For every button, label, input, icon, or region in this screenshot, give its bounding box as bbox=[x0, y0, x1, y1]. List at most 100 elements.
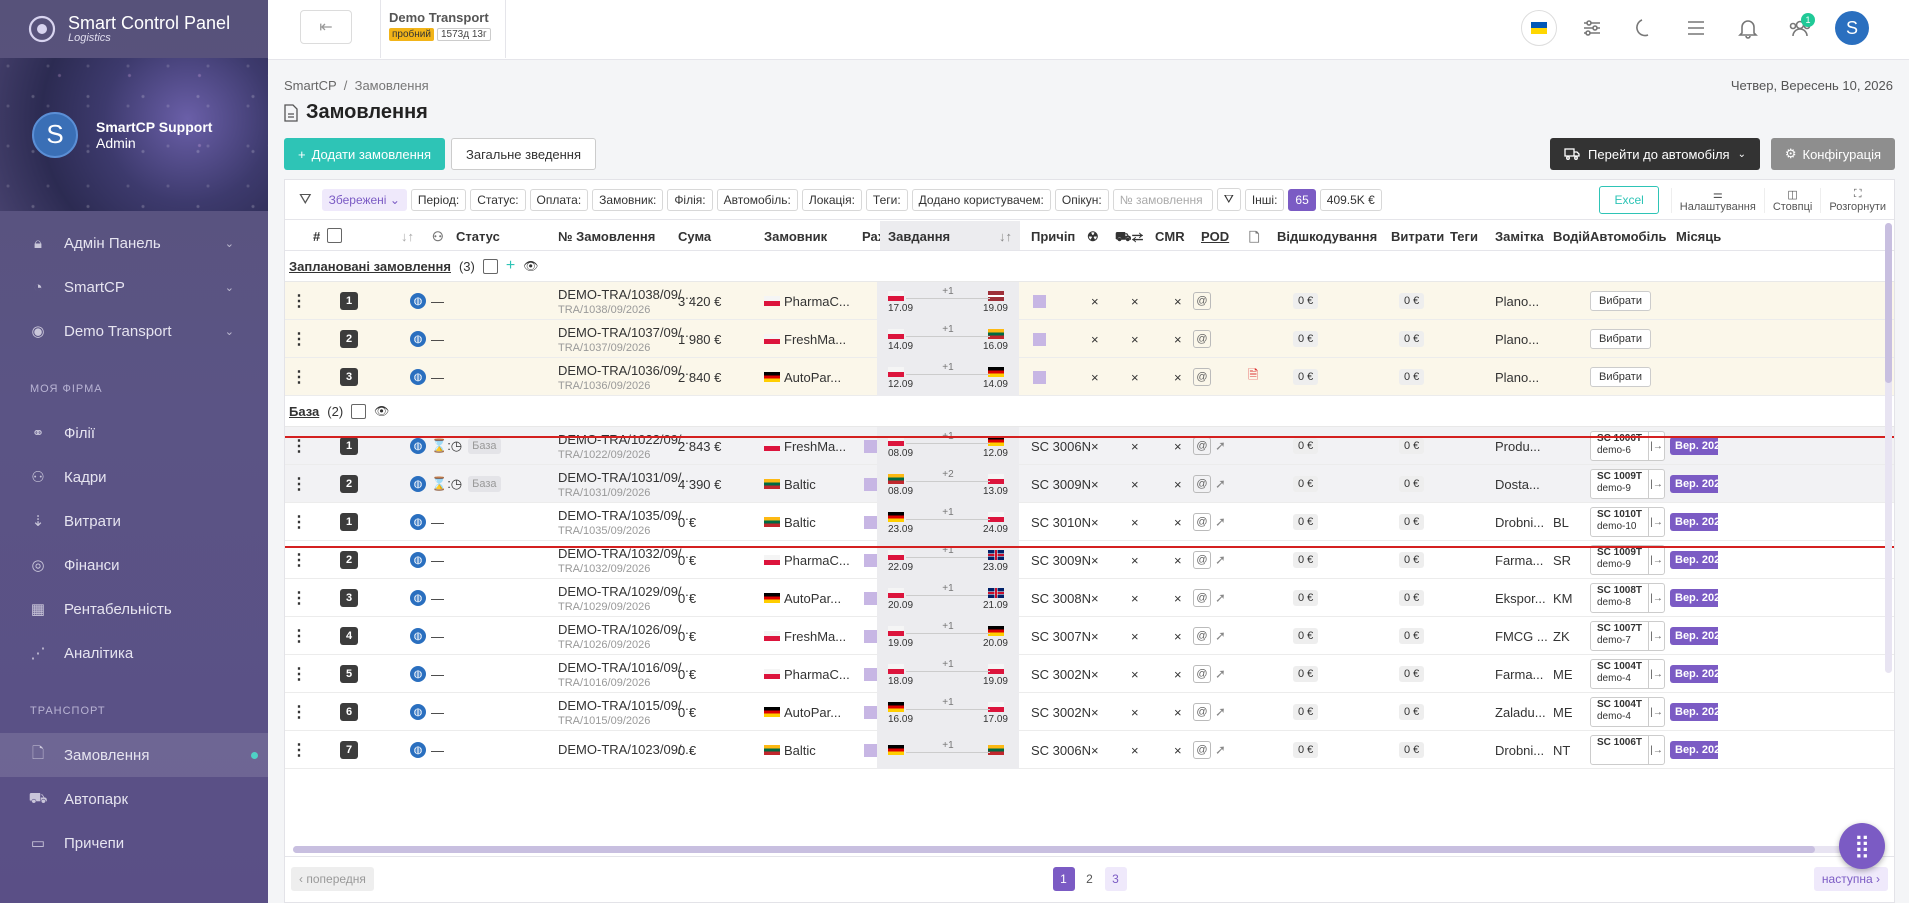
table-row[interactable]: ⋮ 2 ◍ ⌛:◷ База DEMO-TRA/1031/09/... TRA/1031/0… bbox=[285, 465, 1894, 503]
assign-icon[interactable]: |→ bbox=[1648, 432, 1664, 460]
note[interactable]: Zaladu... bbox=[1495, 693, 1546, 731]
table-row[interactable]: ⋮ 7 ◍ — DEMO-TRA/1023/09/... 0 € Baltic +1 SC 30… bbox=[285, 731, 1894, 769]
vehicle-selector[interactable]: SC 1004T demo-4 |→ bbox=[1590, 697, 1666, 727]
col-cmr[interactable]: CMR bbox=[1155, 229, 1185, 244]
at-icon[interactable]: @ bbox=[1193, 703, 1211, 721]
order-number[interactable]: DEMO-TRA/1032/09/... TRA/1032/09/2026 bbox=[558, 541, 692, 579]
invoice-marker[interactable] bbox=[864, 655, 877, 693]
order-number[interactable]: DEMO-TRA/1031/09/... TRA/1031/09/2026 bbox=[558, 465, 692, 503]
at-icon[interactable]: @ bbox=[1193, 475, 1211, 493]
driver[interactable]: KM bbox=[1553, 579, 1573, 617]
customer[interactable]: AutoPar... bbox=[764, 358, 841, 396]
sidebar-item-5[interactable]: ⋰ Аналітика bbox=[0, 631, 268, 675]
filter-chip[interactable]: Додано користувачем: bbox=[911, 188, 1051, 211]
invoice-marker[interactable] bbox=[864, 579, 877, 617]
task-route[interactable]: +1 19.09 20.09 bbox=[877, 617, 1019, 655]
note[interactable]: Produ... bbox=[1495, 427, 1541, 465]
order-number-main[interactable]: DEMO-TRA/1023/09/... bbox=[558, 741, 693, 757]
table-row[interactable]: ⋮ 1 ◍ ⌛:◷ База DEMO-TRA/1022/09/... TRA/1022/0… bbox=[285, 427, 1894, 465]
filter-chip[interactable]: Опікун: bbox=[1054, 188, 1109, 211]
sidebar-item-1[interactable]: ◔ SmartCP ⌄ bbox=[0, 265, 268, 309]
vehicle[interactable]: SC 1006T |→ bbox=[1590, 731, 1666, 769]
row-menu-button[interactable]: ⋮ bbox=[291, 742, 307, 759]
driver[interactable]: BL bbox=[1553, 503, 1569, 541]
pod-cell[interactable]: @ bbox=[1193, 282, 1211, 320]
invoice-marker[interactable] bbox=[864, 503, 877, 541]
sidebar-item-2[interactable]: ⇣ Витрати bbox=[0, 499, 268, 543]
sidebar-header[interactable]: Smart Control Panel Logistics bbox=[0, 0, 268, 58]
prev-page-button[interactable]: ‹ попередня bbox=[291, 867, 374, 891]
vehicle-selector[interactable]: SC 1009T demo-9 |→ bbox=[1590, 545, 1666, 575]
assign-icon[interactable]: |→ bbox=[1648, 736, 1664, 764]
sidebar-item-2[interactable]: ◉ Demo Transport ⌄ bbox=[0, 309, 268, 353]
group-header-planned[interactable]: Заплановані замовлення (3) + 👁︎ bbox=[285, 251, 1894, 282]
vehicle[interactable]: SC 1004T demo-4 |→ bbox=[1590, 693, 1666, 731]
saved-filters-dropdown[interactable]: Збережені ⌄ bbox=[321, 188, 407, 211]
row-menu-button[interactable]: ⋮ bbox=[291, 369, 307, 386]
invoice-marker[interactable] bbox=[864, 617, 877, 655]
language-switcher[interactable] bbox=[1521, 10, 1557, 46]
table-row[interactable]: ⋮ 1 ◍ — DEMO-TRA/1038/09/... TRA/1038/09/2026… bbox=[285, 282, 1894, 320]
filter-chip[interactable]: Замовник: bbox=[592, 188, 664, 211]
at-icon[interactable]: @ bbox=[1193, 551, 1211, 569]
pod-cell[interactable]: @ bbox=[1193, 320, 1211, 358]
page-2[interactable]: 2 bbox=[1086, 872, 1093, 886]
order-number[interactable]: DEMO-TRA/1023/09/... bbox=[558, 731, 692, 769]
col-pod[interactable]: POD bbox=[1201, 229, 1230, 244]
vehicle[interactable]: SC 1004T demo-4 |→ bbox=[1590, 655, 1666, 693]
trailer[interactable]: SC 3008N bbox=[1031, 579, 1091, 617]
eye-icon[interactable]: 👁︎ bbox=[374, 404, 390, 418]
order-number[interactable]: DEMO-TRA/1038/09/... TRA/1038/09/2026 bbox=[558, 282, 692, 320]
invoice-marker[interactable] bbox=[864, 427, 877, 465]
table-row[interactable]: ⋮ 4 ◍ — DEMO-TRA/1026/09/... TRA/1026/09/2026… bbox=[285, 617, 1894, 655]
globe-icon[interactable]: ◍ bbox=[410, 579, 426, 617]
horizontal-scrollbar[interactable] bbox=[293, 846, 1878, 853]
month-badge[interactable]: Вер. 2026 bbox=[1670, 627, 1718, 645]
col-tasks[interactable]: Завдання ↓↑ bbox=[880, 221, 1020, 250]
expand-button[interactable]: ⛶ Розгорнути bbox=[1820, 187, 1894, 213]
table-row[interactable]: ⋮ 1 ◍ — DEMO-TRA/1035/09/... TRA/1035/09/2026… bbox=[285, 503, 1894, 541]
trailer[interactable]: SC 3006N bbox=[1031, 731, 1091, 769]
order-number-main[interactable]: DEMO-TRA/1015/09/... bbox=[558, 697, 693, 713]
task-route[interactable]: +1 18.09 19.09 bbox=[877, 655, 1019, 693]
at-icon[interactable]: @ bbox=[1193, 330, 1211, 348]
choose-vehicle[interactable]: Вибрати bbox=[1590, 320, 1651, 358]
trailer[interactable]: SC 3010N bbox=[1031, 503, 1091, 541]
order-number-main[interactable]: DEMO-TRA/1026/09/... bbox=[558, 621, 693, 637]
note[interactable]: Drobni... bbox=[1495, 731, 1544, 769]
vehicle[interactable]: SC 1007T demo-7 |→ bbox=[1590, 617, 1666, 655]
sidebar-item-2[interactable]: ▭ Причепи bbox=[0, 821, 268, 865]
filter-apply-button[interactable]: ⛛ bbox=[1216, 188, 1241, 211]
choose-vehicle[interactable]: Вибрати bbox=[1590, 282, 1651, 320]
note[interactable]: Farma... bbox=[1495, 541, 1543, 579]
send-icon[interactable]: ➚ bbox=[1215, 438, 1226, 453]
order-number[interactable]: DEMO-TRA/1037/09/... TRA/1037/09/2026 bbox=[558, 320, 692, 358]
pdf-file[interactable]: 🗎 bbox=[1248, 358, 1258, 396]
task-route[interactable]: +1 08.09 12.09 bbox=[877, 427, 1019, 465]
at-icon[interactable]: @ bbox=[1193, 741, 1211, 759]
customer[interactable]: PharmaC... bbox=[764, 655, 850, 693]
col-trailer[interactable]: Причіп bbox=[1031, 229, 1076, 244]
globe-icon[interactable]: ◍ bbox=[410, 320, 426, 358]
pod-cell[interactable]: @ ➚ bbox=[1193, 579, 1226, 617]
task-route[interactable]: +1 bbox=[877, 731, 1019, 769]
apps-grid-button[interactable]: ⣿ bbox=[1839, 823, 1885, 869]
globe-icon[interactable]: ◍ bbox=[410, 358, 426, 396]
assign-icon[interactable]: |→ bbox=[1648, 546, 1664, 574]
others-filter[interactable]: Інші: bbox=[1244, 188, 1285, 211]
vehicle[interactable]: SC 1010T demo-10 |→ bbox=[1590, 503, 1666, 541]
sidebar-item-3[interactable]: ◎ Фінанси bbox=[0, 543, 268, 587]
trailer[interactable]: SC 3007N bbox=[1031, 617, 1091, 655]
month-badge[interactable]: Вер. 2026 bbox=[1670, 589, 1718, 607]
col-month[interactable]: Місяць bbox=[1676, 229, 1722, 244]
filter-icon[interactable]: ⛛ bbox=[299, 191, 312, 208]
task-route[interactable]: +1 23.09 24.09 bbox=[877, 503, 1019, 541]
pod-cell[interactable]: @ ➚ bbox=[1193, 541, 1226, 579]
col-sum[interactable]: Сума bbox=[678, 229, 712, 244]
row-menu-button[interactable]: ⋮ bbox=[291, 704, 307, 721]
send-icon[interactable]: ➚ bbox=[1215, 742, 1226, 757]
month[interactable]: Вер. 2026 bbox=[1670, 427, 1718, 465]
customer[interactable]: AutoPar... bbox=[764, 579, 841, 617]
month[interactable]: Вер. 2026 bbox=[1670, 693, 1718, 731]
vehicle[interactable]: SC 1009T demo-9 |→ bbox=[1590, 465, 1666, 503]
